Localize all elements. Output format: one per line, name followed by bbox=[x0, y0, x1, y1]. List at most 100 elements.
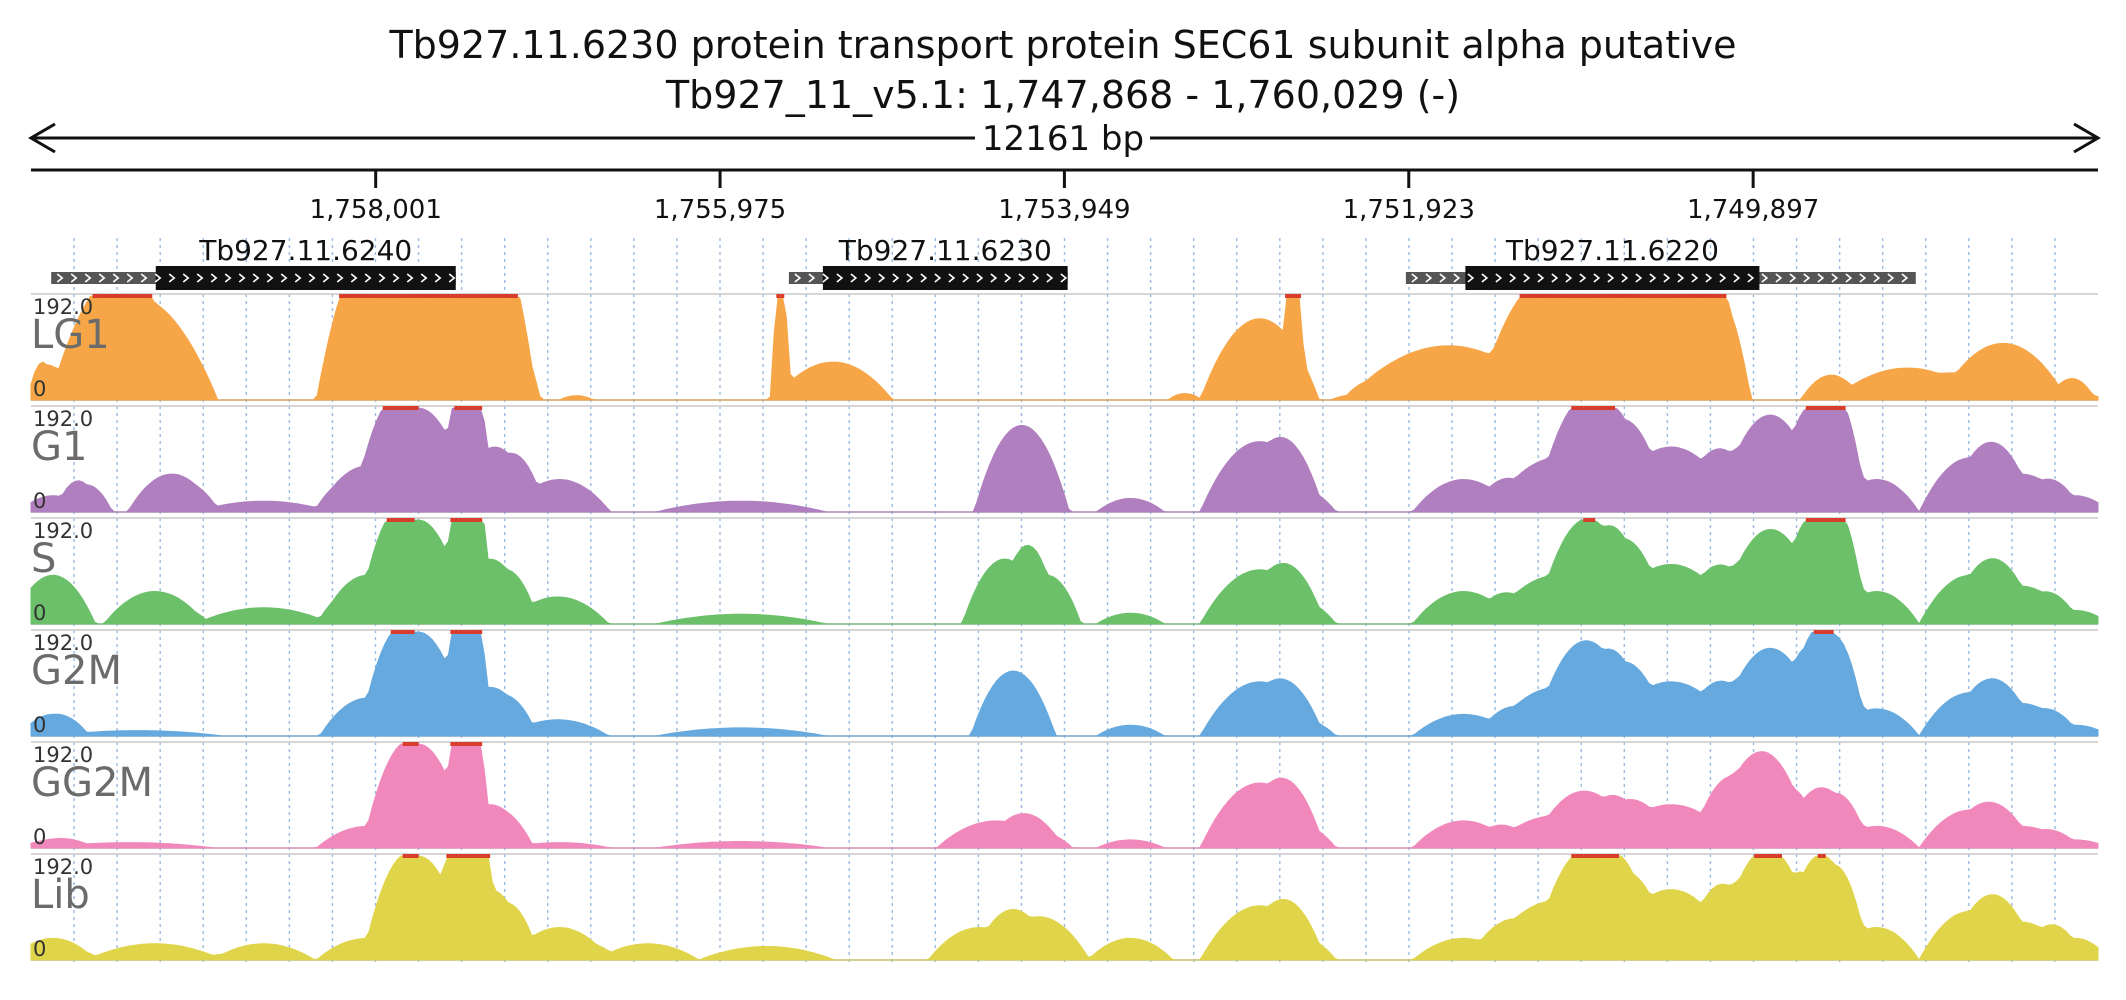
strand-chevron bbox=[140, 273, 148, 283]
strand-chevron bbox=[1551, 273, 1559, 283]
strand-chevron bbox=[280, 273, 288, 283]
overflow-marker bbox=[458, 518, 463, 522]
overflow-marker bbox=[1615, 294, 1620, 298]
span-length-label: 12161 bp bbox=[982, 119, 1144, 159]
overflow-marker bbox=[394, 294, 399, 298]
overflow-marker bbox=[1774, 854, 1779, 858]
overflow-marker bbox=[406, 518, 411, 522]
strand-chevron bbox=[878, 273, 886, 283]
overflow-marker bbox=[434, 294, 439, 298]
overflow-marker bbox=[1531, 294, 1536, 298]
overflow-marker bbox=[1615, 854, 1620, 858]
overflow-marker bbox=[128, 294, 133, 298]
strand-chevron bbox=[420, 273, 428, 283]
overflow-marker bbox=[422, 294, 427, 298]
coverage-area bbox=[30, 631, 2099, 737]
overflow-marker bbox=[1722, 294, 1727, 298]
overflow-marker bbox=[1579, 854, 1584, 858]
scale-max-label: 192.0 bbox=[33, 743, 93, 767]
overflow-marker bbox=[406, 630, 411, 634]
overflow-marker bbox=[474, 742, 479, 746]
overflow-marker bbox=[1825, 518, 1830, 522]
overflow-marker bbox=[1837, 406, 1842, 410]
gene-models: Tb927.11.6240 Tb927.11.6230 Tb927.11.6220 bbox=[51, 234, 1916, 290]
overflow-marker bbox=[1579, 406, 1584, 410]
overflow-marker bbox=[470, 406, 475, 410]
overflow-marker bbox=[1841, 406, 1846, 410]
strand-chevron bbox=[70, 273, 78, 283]
strand-chevron bbox=[322, 273, 330, 283]
strand-chevron bbox=[378, 273, 386, 283]
overflow-marker bbox=[430, 294, 435, 298]
track-name-label: LG1 bbox=[31, 312, 110, 358]
overflow-marker bbox=[1563, 294, 1568, 298]
strand-chevron bbox=[1817, 273, 1825, 283]
overflow-marker bbox=[394, 630, 399, 634]
strand-chevron bbox=[1845, 273, 1853, 283]
strand-chevron bbox=[1060, 273, 1068, 283]
overflow-marker bbox=[474, 854, 479, 858]
strand-chevron bbox=[1691, 273, 1699, 283]
overflow-marker bbox=[474, 294, 479, 298]
overflow-marker bbox=[1535, 294, 1540, 298]
overflow-marker bbox=[1591, 854, 1596, 858]
overflow-marker bbox=[470, 854, 475, 858]
overflow-marker bbox=[414, 406, 419, 410]
strand-chevron bbox=[1481, 273, 1489, 283]
overflow-marker bbox=[478, 742, 483, 746]
overflow-marker bbox=[414, 854, 419, 858]
overflow-marker bbox=[478, 854, 483, 858]
overflow-marker bbox=[1817, 630, 1822, 634]
strand-chevron bbox=[934, 273, 942, 283]
overflow-marker bbox=[1805, 406, 1810, 410]
overflow-marker bbox=[1634, 294, 1639, 298]
strand-chevron bbox=[56, 273, 64, 283]
overflow-marker bbox=[390, 294, 395, 298]
overflow-marker bbox=[406, 854, 411, 858]
strand-chevron bbox=[168, 273, 176, 283]
overflow-marker bbox=[1809, 406, 1814, 410]
strand-chevron bbox=[1761, 273, 1769, 283]
overflow-marker bbox=[116, 294, 121, 298]
overflow-marker bbox=[490, 294, 495, 298]
overflow-marker bbox=[466, 630, 471, 634]
strand-chevron bbox=[990, 273, 998, 283]
overflow-marker bbox=[1591, 518, 1596, 522]
overflow-marker bbox=[1718, 294, 1723, 298]
overflow-marker bbox=[1626, 294, 1631, 298]
overflow-marker bbox=[1805, 518, 1810, 522]
strand-chevron bbox=[1495, 273, 1503, 283]
overflow-marker bbox=[482, 294, 487, 298]
overflow-marker bbox=[366, 294, 371, 298]
overflow-marker bbox=[1817, 518, 1822, 522]
overflow-marker bbox=[462, 406, 467, 410]
strand-chevron bbox=[1018, 273, 1026, 283]
overflow-marker bbox=[1754, 854, 1759, 858]
overflow-marker bbox=[1710, 294, 1715, 298]
overflow-marker bbox=[343, 294, 348, 298]
overflow-marker bbox=[1642, 294, 1647, 298]
overflow-marker bbox=[1575, 294, 1580, 298]
overflow-marker bbox=[410, 406, 415, 410]
overflow-marker bbox=[406, 742, 411, 746]
overflow-marker bbox=[474, 518, 479, 522]
overflow-marker bbox=[1607, 854, 1612, 858]
overflow-marker bbox=[442, 294, 447, 298]
overflow-marker bbox=[402, 518, 407, 522]
overflow-marker bbox=[470, 518, 475, 522]
overflow-marker bbox=[1690, 294, 1695, 298]
overflow-marker bbox=[410, 742, 415, 746]
overflow-marker bbox=[1682, 294, 1687, 298]
strand-chevron bbox=[1719, 273, 1727, 283]
axis-tick-label: 1,758,001 bbox=[310, 195, 442, 225]
overflow-marker bbox=[1519, 294, 1524, 298]
strand-chevron bbox=[1523, 273, 1531, 283]
strand-chevron bbox=[808, 273, 816, 283]
overflow-marker bbox=[1607, 406, 1612, 410]
overflow-marker bbox=[1654, 294, 1659, 298]
overflow-marker bbox=[1603, 854, 1608, 858]
overflow-marker bbox=[462, 518, 467, 522]
coverage-track-lib: 192.0 0 Lib bbox=[30, 853, 2099, 961]
overflow-marker bbox=[466, 742, 471, 746]
